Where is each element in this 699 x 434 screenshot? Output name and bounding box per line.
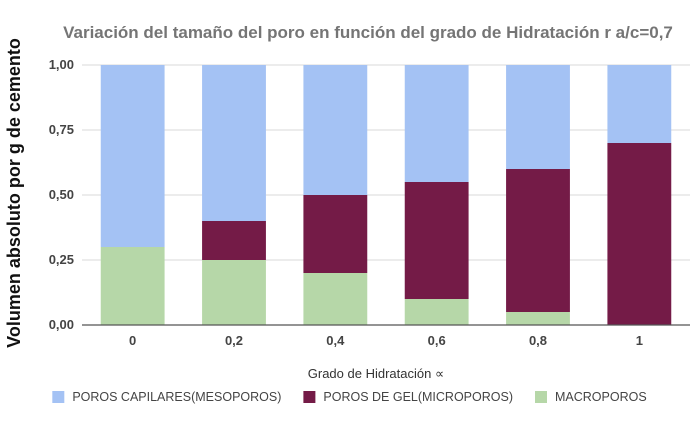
bar-segment (202, 65, 266, 221)
bar-segment (404, 182, 469, 299)
bar-segment (303, 65, 368, 195)
grid (82, 64, 690, 261)
x-axis-label: Grado de Hidratación ∝ (308, 366, 444, 381)
bar-segment (607, 65, 672, 143)
x-tick-label: 1 (636, 333, 643, 348)
bar-segment (202, 221, 266, 260)
legend: POROS CAPILARES(MESOPOROS) POROS DE GEL(M… (52, 390, 647, 404)
y-tick-label: 0,75 (49, 122, 74, 137)
bar-segment (404, 299, 469, 325)
legend-swatch (52, 391, 65, 403)
chart-title: Variación del tamaño del poro en función… (63, 23, 673, 42)
bar-segment (100, 247, 165, 325)
bar-segment (202, 260, 266, 325)
bars (100, 65, 672, 325)
x-tick-label: 0,4 (326, 333, 345, 348)
x-tick-label: 0 (129, 333, 136, 348)
y-ticks: 0,00 0,25 0,50 0,75 1,00 (49, 57, 74, 332)
y-tick-label: 1,00 (49, 57, 74, 72)
bar-segment (303, 195, 368, 273)
y-tick-label: 0,00 (49, 317, 74, 332)
y-tick-label: 0,50 (49, 187, 74, 202)
legend-label: POROS DE GEL(MICROPOROS) (323, 390, 513, 404)
legend-swatch (303, 391, 316, 403)
legend-label: MACROPOROS (555, 390, 647, 404)
bar-segment (506, 312, 570, 325)
legend-label: POROS CAPILARES(MESOPOROS) (72, 390, 281, 404)
bar-segment (100, 65, 165, 247)
x-tick-label: 0,6 (428, 333, 446, 348)
bar-segment (506, 169, 570, 312)
y-tick-label: 0,25 (49, 252, 74, 267)
bar-segment (404, 65, 469, 182)
legend-swatch (535, 391, 547, 403)
x-ticks: 0 0,2 0,4 0,6 0,8 1 (129, 333, 643, 348)
x-tick-label: 0,2 (225, 333, 243, 348)
bar-segment (506, 65, 570, 169)
bar-segment (303, 273, 368, 325)
x-tick-label: 0,8 (529, 333, 547, 348)
bar-segment (607, 143, 672, 325)
y-axis-label: Volumen absoluto por g de cemento (4, 38, 24, 348)
